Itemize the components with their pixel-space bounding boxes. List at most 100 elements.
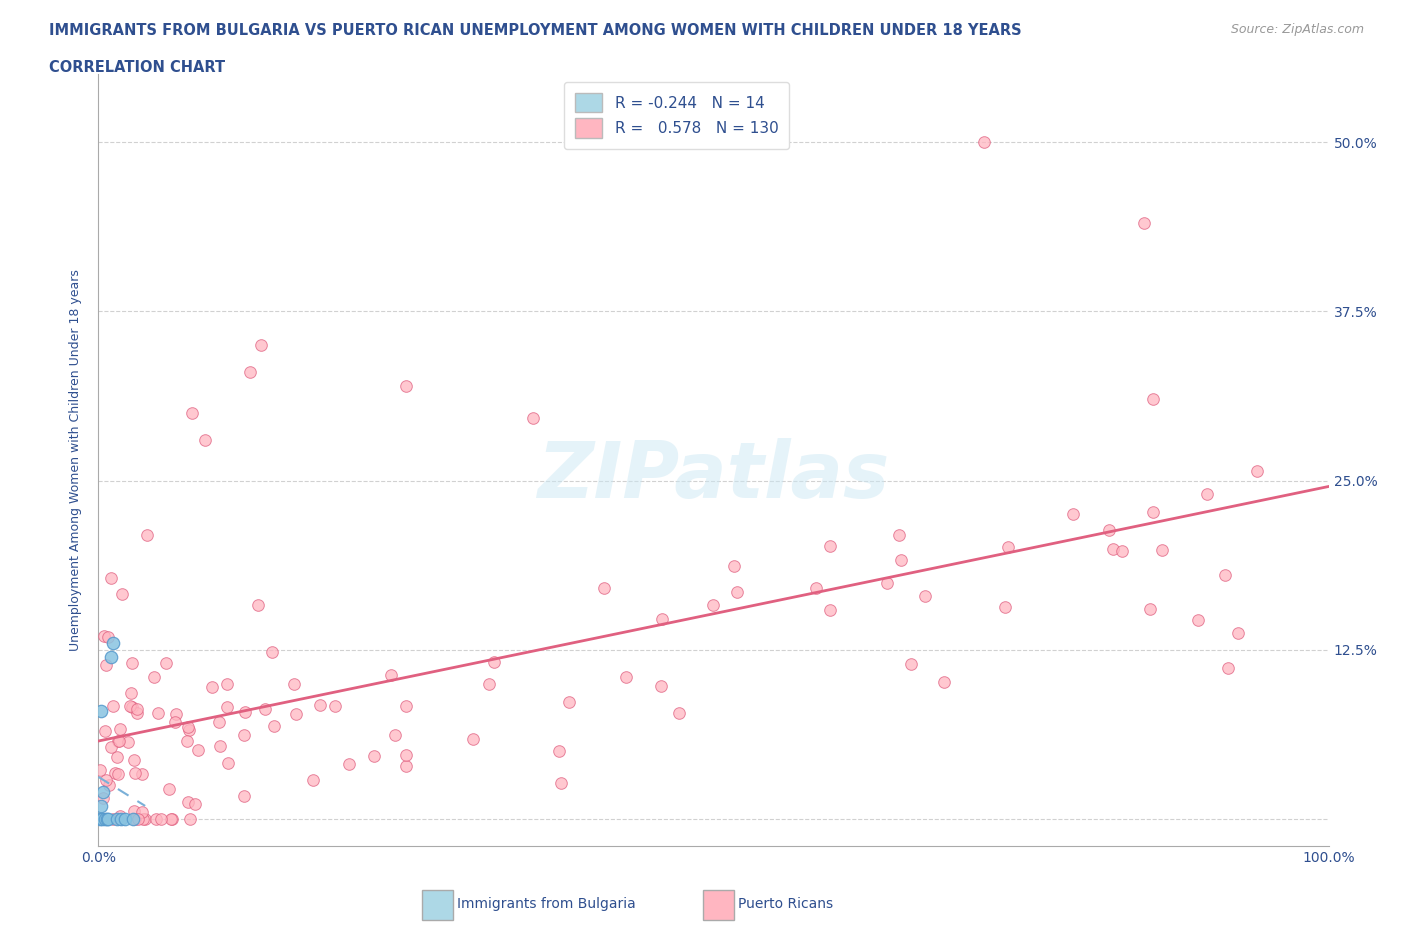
Point bbox=[110, 808, 132, 823]
Point bbox=[201, 680, 224, 695]
Point bbox=[804, 580, 827, 595]
Point bbox=[1102, 542, 1125, 557]
Point bbox=[127, 701, 149, 716]
Point bbox=[165, 707, 187, 722]
Text: CORRELATION CHART: CORRELATION CHART bbox=[49, 60, 225, 75]
Text: Source: ZipAtlas.com: Source: ZipAtlas.com bbox=[1230, 23, 1364, 36]
Point bbox=[97, 777, 120, 792]
Point bbox=[250, 338, 273, 352]
Point bbox=[96, 812, 118, 827]
Point bbox=[614, 670, 637, 684]
Point bbox=[1111, 543, 1133, 558]
Point bbox=[165, 714, 187, 729]
Point bbox=[94, 658, 117, 672]
Point bbox=[550, 776, 572, 790]
Point bbox=[90, 798, 112, 813]
Point bbox=[323, 698, 346, 713]
Point bbox=[107, 766, 129, 781]
Point bbox=[233, 705, 256, 720]
Point bbox=[100, 649, 122, 664]
Point bbox=[233, 789, 256, 804]
Point bbox=[262, 644, 284, 659]
Point bbox=[110, 812, 132, 827]
Point bbox=[122, 812, 145, 827]
Text: Puerto Ricans: Puerto Ricans bbox=[738, 897, 834, 911]
Point bbox=[363, 749, 385, 764]
Point bbox=[285, 707, 308, 722]
Point bbox=[1197, 486, 1219, 501]
Point bbox=[91, 790, 114, 805]
Text: Immigrants from Bulgaria: Immigrants from Bulgaria bbox=[457, 897, 636, 911]
Point bbox=[395, 748, 418, 763]
Point bbox=[1246, 463, 1268, 478]
Point bbox=[395, 759, 418, 774]
Point bbox=[117, 734, 139, 749]
Point bbox=[179, 812, 201, 827]
Point bbox=[253, 701, 276, 716]
Point bbox=[127, 706, 149, 721]
Point bbox=[1213, 567, 1236, 582]
Point bbox=[994, 599, 1017, 614]
Y-axis label: Unemployment Among Women with Children Under 18 years: Unemployment Among Women with Children U… bbox=[69, 270, 83, 651]
Point bbox=[177, 723, 200, 737]
Point bbox=[1062, 507, 1084, 522]
Point bbox=[124, 812, 146, 827]
Point bbox=[93, 812, 115, 827]
Point bbox=[104, 765, 127, 780]
Point bbox=[93, 629, 115, 644]
Point bbox=[155, 656, 177, 671]
Point bbox=[1098, 523, 1121, 538]
Point bbox=[914, 588, 936, 603]
Point bbox=[180, 405, 202, 420]
Point bbox=[723, 558, 745, 573]
Point bbox=[384, 727, 406, 742]
Point bbox=[263, 719, 285, 734]
Point bbox=[107, 734, 129, 749]
Point bbox=[100, 571, 122, 586]
Point bbox=[889, 527, 911, 542]
Point bbox=[309, 698, 332, 712]
Point bbox=[997, 539, 1019, 554]
Point bbox=[94, 812, 117, 827]
Point bbox=[134, 812, 156, 827]
Point bbox=[283, 676, 305, 691]
Point bbox=[94, 724, 117, 738]
Text: ZIPatlas: ZIPatlas bbox=[537, 438, 890, 513]
Point bbox=[183, 797, 205, 812]
Point bbox=[121, 656, 143, 671]
Point bbox=[651, 611, 673, 626]
Point bbox=[208, 715, 231, 730]
Point bbox=[668, 706, 690, 721]
Point bbox=[89, 812, 111, 827]
Point bbox=[131, 804, 153, 819]
Point bbox=[145, 812, 167, 827]
Point bbox=[395, 379, 418, 393]
Point bbox=[702, 597, 724, 612]
Point bbox=[127, 812, 149, 827]
Point bbox=[522, 411, 544, 426]
Point bbox=[124, 765, 146, 780]
Point bbox=[91, 812, 114, 827]
Point bbox=[973, 135, 995, 150]
Point bbox=[96, 630, 118, 644]
Legend: R = -0.244   N = 14  , R =   0.578   N = 130: R = -0.244 N = 14 , R = 0.578 N = 130 bbox=[564, 82, 789, 149]
Point bbox=[558, 695, 581, 710]
Point bbox=[900, 657, 922, 671]
Point bbox=[122, 804, 145, 818]
Point bbox=[232, 728, 254, 743]
Point bbox=[103, 699, 125, 714]
Point bbox=[1187, 613, 1209, 628]
Point bbox=[148, 706, 170, 721]
Point bbox=[132, 812, 155, 827]
Point bbox=[103, 636, 125, 651]
Point bbox=[90, 812, 112, 827]
Point bbox=[160, 812, 183, 827]
Point bbox=[107, 733, 129, 748]
Point bbox=[463, 732, 485, 747]
Point bbox=[89, 763, 111, 777]
Point bbox=[1150, 542, 1173, 557]
Point bbox=[108, 722, 131, 737]
Point bbox=[194, 432, 217, 447]
Point bbox=[818, 538, 841, 553]
Point bbox=[135, 527, 157, 542]
